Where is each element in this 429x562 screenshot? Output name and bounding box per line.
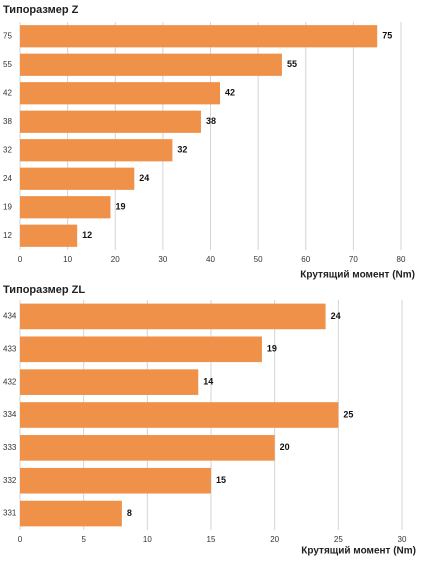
x-tick-label: 10 xyxy=(143,535,152,544)
x-tick-label: 25 xyxy=(334,535,343,544)
x-tick-label: 20 xyxy=(111,255,120,264)
chart-title: Типоразмер Z xyxy=(3,4,79,16)
y-tick-label: 434 xyxy=(3,312,17,321)
x-tick-label: 70 xyxy=(349,255,358,264)
x-axis-label: Крутящий момент (Nm) xyxy=(300,270,415,281)
bar xyxy=(20,500,122,527)
y-tick-label: 32 xyxy=(3,145,12,154)
bar xyxy=(20,167,135,190)
value-label: 19 xyxy=(115,202,125,212)
x-tick-label: 40 xyxy=(206,255,215,264)
bar xyxy=(20,369,199,395)
bar xyxy=(20,336,262,363)
bar xyxy=(20,303,326,330)
y-tick-label: 432 xyxy=(3,377,17,386)
value-label: 75 xyxy=(382,31,392,41)
value-label: 15 xyxy=(216,475,226,485)
bar xyxy=(20,402,339,428)
chart-title: Типоразмер ZL xyxy=(3,284,85,296)
value-label: 19 xyxy=(267,344,277,354)
y-tick-label: 334 xyxy=(3,410,17,419)
value-label: 8 xyxy=(127,508,132,518)
bar xyxy=(20,139,173,162)
value-label: 24 xyxy=(331,311,341,321)
y-tick-label: 331 xyxy=(3,509,17,518)
bar xyxy=(20,467,211,494)
bar xyxy=(20,224,78,247)
x-tick-label: 20 xyxy=(270,535,279,544)
value-label: 12 xyxy=(82,230,92,240)
value-label: 55 xyxy=(287,59,297,69)
x-tick-label: 80 xyxy=(397,255,406,264)
x-tick-label: 5 xyxy=(81,535,86,544)
value-label: 24 xyxy=(139,173,149,183)
y-tick-label: 332 xyxy=(3,476,17,485)
x-tick-label: 30 xyxy=(158,255,167,264)
value-label: 14 xyxy=(203,377,213,387)
bar xyxy=(20,435,275,461)
bar xyxy=(20,196,111,219)
y-tick-label: 333 xyxy=(3,443,17,452)
y-tick-label: 55 xyxy=(3,60,12,69)
value-label: 32 xyxy=(177,145,187,155)
y-tick-label: 433 xyxy=(3,344,17,353)
bar xyxy=(20,82,221,105)
x-tick-label: 50 xyxy=(254,255,263,264)
y-tick-label: 42 xyxy=(3,88,12,97)
value-label: 25 xyxy=(343,409,353,419)
y-tick-label: 12 xyxy=(3,231,12,240)
bar xyxy=(20,25,378,48)
bar xyxy=(20,53,282,76)
bar xyxy=(20,110,201,133)
x-tick-label: 30 xyxy=(398,535,407,544)
y-tick-label: 75 xyxy=(3,31,12,40)
x-tick-label: 0 xyxy=(18,255,23,264)
y-tick-label: 19 xyxy=(3,202,12,211)
x-axis-label: Крутящий момент (Nm) xyxy=(301,546,416,557)
x-tick-label: 15 xyxy=(207,535,216,544)
y-tick-label: 24 xyxy=(3,174,12,183)
y-tick-label: 38 xyxy=(3,117,12,126)
value-label: 38 xyxy=(206,116,216,126)
value-label: 20 xyxy=(280,442,290,452)
value-label: 42 xyxy=(225,88,235,98)
x-tick-label: 0 xyxy=(18,535,23,544)
x-tick-label: 60 xyxy=(301,255,310,264)
x-tick-label: 10 xyxy=(63,255,72,264)
